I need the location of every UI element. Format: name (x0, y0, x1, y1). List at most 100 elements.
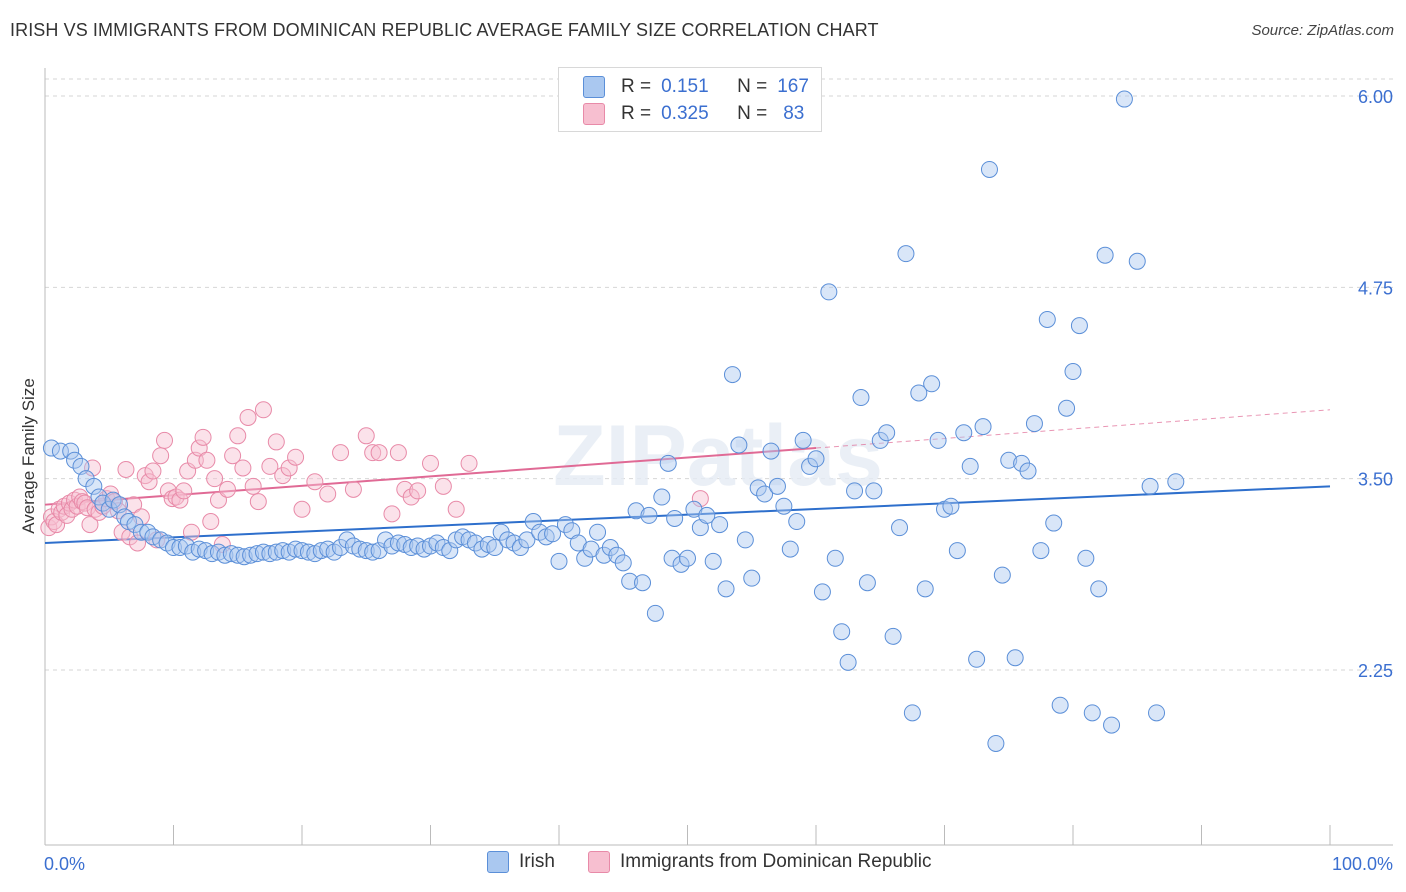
irish-point (736, 531, 754, 549)
irish-point (987, 734, 1005, 752)
irish-point (1064, 363, 1082, 381)
irish-point (1045, 514, 1063, 532)
irish-point (820, 283, 838, 301)
irish-point (1058, 399, 1076, 417)
irish-point (768, 477, 786, 495)
irish-point (486, 539, 504, 557)
irish-swatch (583, 76, 605, 98)
irish-point (364, 543, 382, 561)
irish-point (942, 497, 960, 515)
dominican-point (229, 427, 247, 445)
irish-point (717, 580, 735, 598)
dominican-point (447, 500, 465, 518)
dominican-point (267, 433, 285, 451)
irish-point (441, 542, 459, 560)
irish-point (679, 549, 696, 567)
irish-point (775, 497, 793, 515)
irish-point (614, 554, 632, 572)
irish-point (993, 566, 1011, 584)
irish-point (730, 436, 748, 454)
irish-point (634, 574, 652, 592)
irish-point (190, 540, 208, 558)
irish-point (370, 542, 388, 560)
dominican-point (194, 428, 212, 446)
dominican-point (234, 459, 252, 477)
irish-point (589, 523, 607, 541)
irish-point (640, 506, 658, 524)
irish-point (756, 485, 774, 503)
dominican-point (306, 473, 324, 491)
r-label: R = (621, 76, 652, 97)
irish-point (357, 542, 375, 560)
irish-point (299, 543, 317, 561)
dominican-point (254, 401, 272, 419)
irish-point (833, 623, 851, 641)
irish-point (94, 494, 112, 512)
dominican-point (364, 444, 382, 462)
irish-point (955, 424, 973, 442)
irish-point (51, 442, 69, 460)
irish-point (865, 482, 883, 500)
irish-point (248, 545, 266, 563)
dominican-point (125, 496, 143, 514)
legend-label-irish: Irish (519, 851, 555, 872)
irish-point (666, 509, 684, 527)
irish-point (287, 540, 305, 558)
irish-point (377, 531, 395, 549)
irish-point (923, 375, 941, 393)
irish-point (524, 513, 542, 531)
irish-point (653, 488, 671, 506)
irish-point (1000, 451, 1018, 469)
dominican-point (344, 480, 362, 498)
irish-point (749, 479, 767, 497)
irish-point (42, 439, 60, 457)
x-tick-label-min: 0.0% (44, 854, 85, 874)
dominican-point (434, 477, 452, 495)
irish-point (139, 523, 157, 541)
dominican-swatch (588, 851, 610, 873)
irish-point (177, 537, 195, 555)
irish-point (826, 549, 844, 567)
irish-point (1083, 704, 1101, 722)
irish-point (897, 245, 915, 263)
irish-point (254, 543, 272, 561)
dominican-point (332, 444, 350, 462)
dominican-point (175, 482, 193, 500)
irish-point (165, 539, 182, 557)
dominican-point (224, 447, 242, 465)
dominican-point (409, 482, 427, 500)
irish-point (1141, 477, 1159, 495)
irish-point (974, 418, 992, 436)
legend-row-dominican: R = 0.325 N = 83 (583, 102, 804, 126)
dominican-point (156, 431, 174, 449)
irish-point (878, 424, 896, 442)
irish-point (663, 549, 681, 567)
irish-point (711, 516, 729, 534)
irish-point (621, 572, 639, 590)
source-credit: Source: ZipAtlas.com (1251, 22, 1394, 39)
irish-point (929, 431, 947, 449)
dominican-point (389, 444, 407, 462)
dominican-point (280, 459, 298, 477)
dominican-point (460, 454, 478, 472)
irish-point (846, 482, 864, 500)
dominican-point (198, 451, 216, 469)
dominican-point (152, 447, 170, 465)
dominican-point (691, 490, 709, 508)
dominican-trend-extension (815, 409, 1331, 449)
dominican-point (422, 454, 439, 472)
irish-point (171, 539, 189, 557)
irish-point (788, 513, 806, 531)
x-tick-label-max: 100.0% (1332, 854, 1393, 874)
dominican-point (383, 505, 401, 523)
irish-point (1032, 542, 1050, 560)
y-tick-label: 6.00 (1358, 87, 1393, 107)
irish-point (274, 542, 292, 560)
irish-point (203, 545, 221, 563)
irish-point (235, 548, 253, 566)
dominican-point (171, 491, 189, 509)
irish-point (338, 531, 356, 549)
dominican-point (402, 488, 420, 506)
irish-point (293, 542, 311, 560)
irish-point (518, 531, 536, 549)
